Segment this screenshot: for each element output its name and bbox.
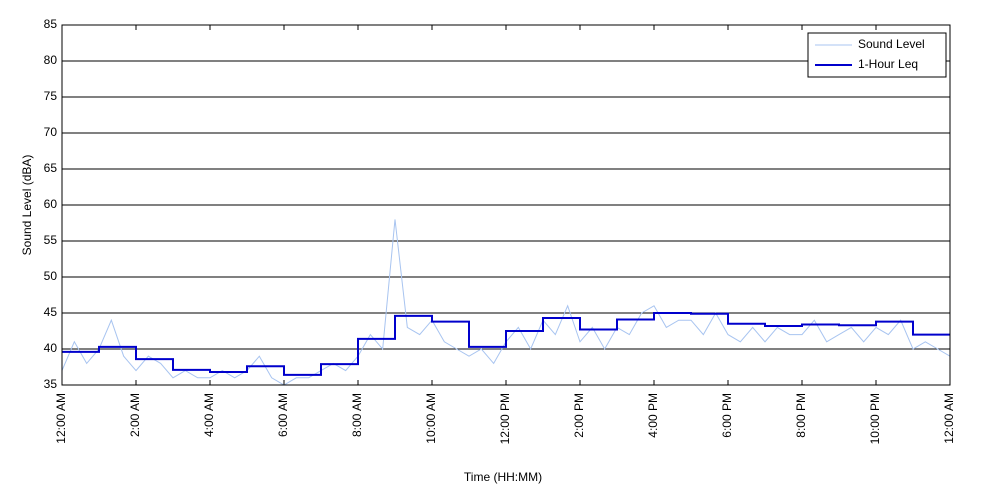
x-tick-label: 8:00 AM (350, 393, 364, 437)
y-axis-label: Sound Level (dBA) (20, 155, 34, 256)
y-tick-label: 85 (44, 17, 58, 31)
x-tick-label: 12:00 AM (942, 393, 956, 444)
y-tick-label: 60 (44, 197, 58, 211)
x-tick-label: 4:00 AM (202, 393, 216, 437)
line-series (62, 312, 950, 376)
y-tick-label: 70 (44, 125, 58, 139)
y-tick-label: 65 (44, 161, 58, 175)
x-tick-label: 8:00 PM (794, 393, 808, 438)
x-tick-label: 2:00 AM (128, 393, 142, 437)
x-tick-label: 2:00 PM (572, 393, 586, 438)
y-tick-label: 40 (44, 341, 58, 355)
x-tick-label: 6:00 PM (720, 393, 734, 438)
plot-frame (61, 24, 951, 386)
x-tick-label: 6:00 AM (276, 393, 290, 437)
x-tick-label: 12:00 PM (498, 393, 512, 444)
y-tick-label: 75 (44, 89, 58, 103)
x-tick-label: 12:00 AM (54, 393, 68, 444)
y-tick-label: 45 (44, 305, 58, 319)
x-axis-label: Time (HH:MM) (464, 470, 542, 484)
y-tick-label: 80 (44, 53, 58, 67)
legend-box (807, 32, 947, 78)
x-tick-label: 4:00 PM (646, 393, 660, 438)
legend-label: 1-Hour Leq (858, 57, 918, 71)
legend-label: Sound Level (858, 37, 925, 51)
y-tick-label: 50 (44, 269, 58, 283)
x-tick-label: 10:00 PM (868, 393, 882, 444)
y-tick-label: 55 (44, 233, 58, 247)
y-tick-label: 35 (44, 377, 58, 391)
x-tick-label: 10:00 AM (424, 393, 438, 444)
